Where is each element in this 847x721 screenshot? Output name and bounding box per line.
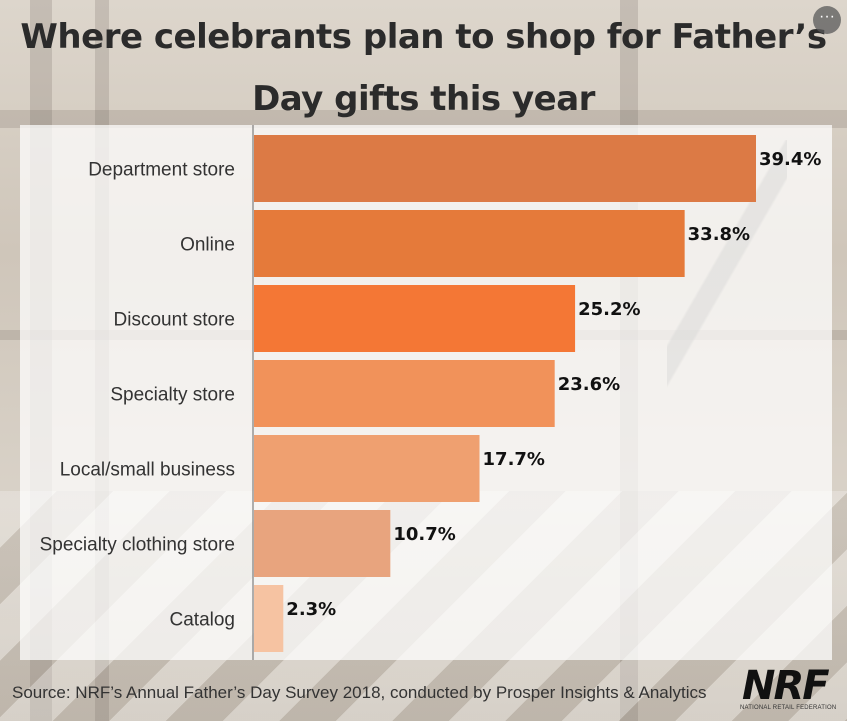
bar bbox=[254, 585, 284, 652]
nrf-logo-subtext: NATIONAL RETAIL FEDERATION bbox=[740, 705, 837, 711]
more-options-button[interactable]: ··· bbox=[813, 6, 841, 34]
category-label: Local/small business bbox=[60, 460, 235, 481]
category-label: Specialty store bbox=[110, 385, 235, 406]
category-label: Catalog bbox=[170, 610, 236, 631]
category-label: Discount store bbox=[114, 310, 235, 331]
value-label: 23.6% bbox=[558, 374, 620, 395]
value-label: 2.3% bbox=[286, 599, 336, 620]
category-label: Online bbox=[180, 235, 235, 256]
bar bbox=[254, 285, 576, 352]
value-label: 10.7% bbox=[393, 524, 455, 545]
source-note: Source: NRF’s Annual Father’s Day Survey… bbox=[12, 683, 707, 702]
nrf-logo-text: NRF bbox=[742, 663, 830, 709]
category-label: Department store bbox=[88, 160, 235, 181]
bar bbox=[254, 510, 391, 577]
bar bbox=[254, 210, 685, 277]
title-line-2: Day gifts this year bbox=[252, 79, 595, 119]
bar-chart: Department store 39.4% Online 33.8% Discount… bbox=[40, 125, 821, 660]
ellipsis-icon: ··· bbox=[819, 8, 835, 25]
bar bbox=[254, 360, 555, 427]
chart-panel: Department store 39.4% Online 33.8% Discount… bbox=[20, 125, 832, 660]
value-label: 33.8% bbox=[688, 224, 750, 245]
value-label: 17.7% bbox=[483, 449, 545, 470]
value-label: 39.4% bbox=[759, 149, 821, 170]
bar bbox=[254, 135, 756, 202]
value-label: 25.2% bbox=[578, 299, 640, 320]
chart-title: Where celebrants plan to shop for Father… bbox=[0, 6, 847, 130]
title-line-1: Where celebrants plan to shop for Father… bbox=[20, 17, 827, 57]
category-label: Specialty clothing store bbox=[40, 535, 235, 556]
nrf-logo: NRF NATIONAL RETAIL FEDERATION bbox=[740, 663, 840, 717]
bar bbox=[254, 435, 480, 502]
